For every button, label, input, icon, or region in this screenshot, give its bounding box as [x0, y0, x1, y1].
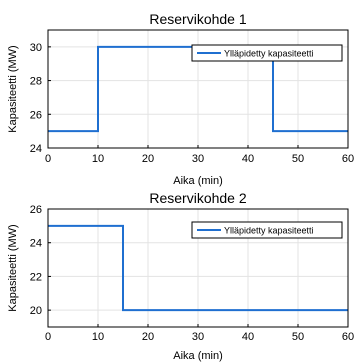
x-tick-label: 60 [342, 153, 354, 165]
x-tick-label: 50 [292, 153, 304, 165]
legend: Ylläpidetty kapasiteetti [191, 221, 343, 239]
x-tick-label: 20 [142, 331, 154, 343]
x-tick-label: 40 [242, 331, 254, 343]
series-line [48, 224, 348, 312]
y-axis-label: Kapasiteetti (MW) [7, 224, 19, 311]
x-tick-label: 40 [242, 153, 254, 165]
ticks: 0 10 20 30 40 50 60 20 22 24 26 [30, 204, 354, 343]
legend-box [191, 44, 343, 62]
legend-label: Ylläpidetty kapasiteetti [224, 226, 314, 236]
y-tick-label: 26 [30, 109, 42, 121]
y-tick-label: 26 [30, 204, 42, 216]
y-tick-label: 28 [30, 76, 42, 88]
subplot-reservikohde-1: Reservikohde 1 0 10 20 30 40 50 60 24 26 28 30 Aik… [7, 11, 354, 187]
chart-title: Reservikohde 2 [149, 190, 246, 206]
y-tick-label: 30 [30, 42, 42, 54]
subplot-reservikohde-2: Reservikohde 2 0 10 20 30 40 50 60 20 22 24 26 Aik… [7, 190, 354, 362]
x-tick-label: 60 [342, 331, 354, 343]
x-tick-label: 50 [292, 331, 304, 343]
legend-box [191, 221, 343, 239]
y-tick-label: 22 [30, 271, 42, 283]
series [48, 224, 348, 312]
y-axis-label: Kapasiteetti (MW) [7, 45, 19, 132]
x-tick-label: 10 [92, 153, 104, 165]
x-tick-label: 30 [192, 153, 204, 165]
y-tick-label: 24 [30, 143, 42, 155]
chart-title: Reservikohde 1 [149, 11, 246, 27]
legend: Ylläpidetty kapasiteetti [191, 44, 343, 62]
x-tick-label: 30 [192, 331, 204, 343]
x-tick-label: 0 [45, 153, 51, 165]
y-tick-label: 20 [30, 305, 42, 317]
legend-label: Ylläpidetty kapasiteetti [224, 49, 314, 59]
x-tick-label: 20 [142, 153, 154, 165]
x-axis-label: Aika (min) [173, 175, 223, 187]
x-axis-label: Aika (min) [173, 350, 223, 362]
x-tick-label: 10 [92, 331, 104, 343]
ticks: 0 10 20 30 40 50 60 24 26 28 30 [30, 42, 354, 165]
x-tick-label: 0 [45, 331, 51, 343]
series-line [48, 45, 348, 133]
series [48, 45, 348, 133]
y-tick-label: 24 [30, 238, 42, 250]
